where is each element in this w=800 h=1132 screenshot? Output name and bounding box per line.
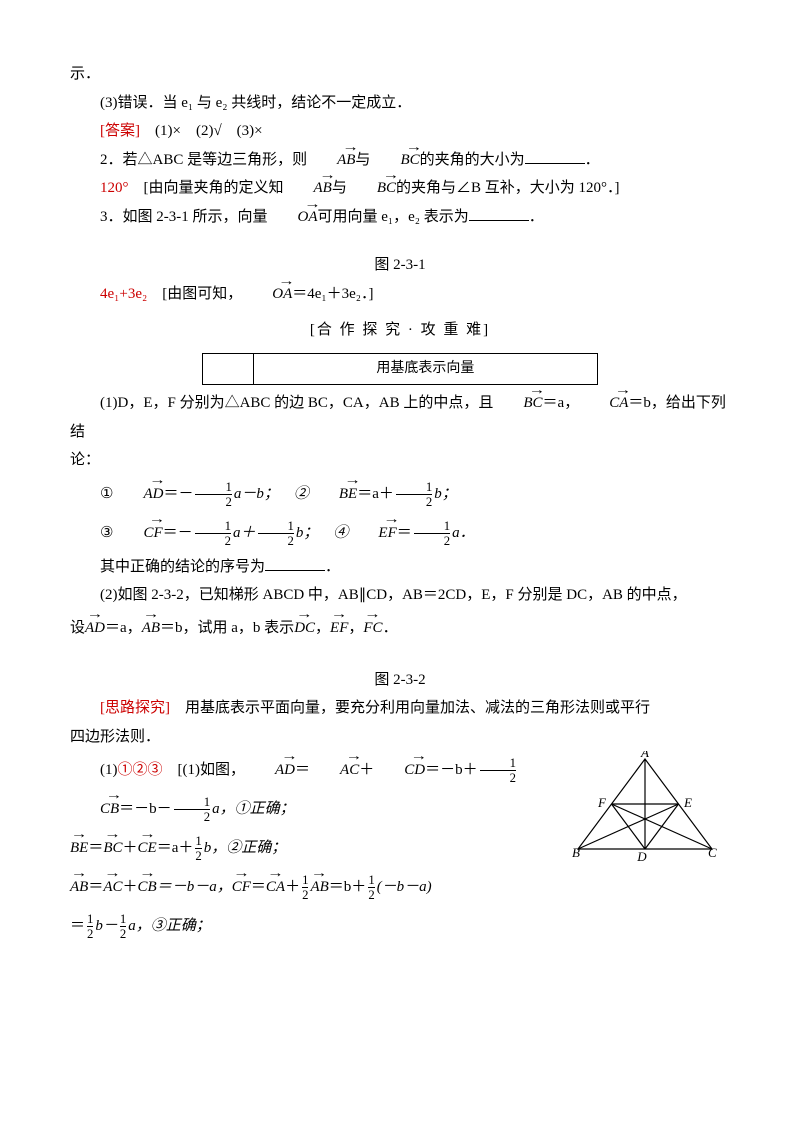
vec-CF: CF [113, 514, 162, 553]
frac-half: 12 [414, 519, 450, 548]
svg-text:A: A [640, 751, 649, 760]
vec-AC: AC [103, 868, 122, 907]
vec-DC: DC [294, 610, 315, 646]
figure-label-231: 图 2-3-1 [70, 251, 730, 280]
frac-half: 12 [258, 519, 294, 548]
vec-CA: CA [266, 868, 285, 907]
problem-2: (2)如图 2-3-2，已知梯形 ABCD 中，AB∥CD，AB＝2CD，E，F… [70, 581, 730, 610]
correct-ones: 其中正确的结论的序号为． [70, 553, 730, 582]
svg-text:B: B [572, 845, 580, 860]
figure-label-232: 图 2-3-2 [70, 666, 730, 695]
vec-CB: CB [138, 868, 157, 907]
vec-EF: EF [348, 514, 396, 553]
q3-text-b: 可用向量 e₁，e₂ 表示为 [318, 209, 469, 225]
answer-label: [答案] [100, 123, 140, 139]
q2-ans-head: 120° [100, 180, 129, 196]
equation-line-2: ③CF＝－12a＋12b； ④EF＝12a． [70, 514, 730, 553]
eq1-e: b； [434, 486, 457, 502]
sol2-d: b，②正确； [204, 840, 287, 856]
answer-text: (1)× (2)√ (3)× [140, 123, 263, 139]
frac-half: 12 [195, 519, 231, 548]
vec-AB: AB [310, 868, 328, 907]
q3-ans-b: ＝4e₁＋3e₂．] [292, 286, 373, 302]
line-continuation: 示． [70, 60, 730, 89]
vec-OA: OA [242, 280, 292, 309]
sol-g: ＝－b－ [119, 801, 172, 817]
frac-half: 12 [174, 795, 210, 824]
vec-EF: EF [330, 610, 348, 646]
blank [265, 555, 325, 571]
box-left [203, 353, 254, 385]
sol2-c: ＝a＋ [157, 840, 194, 856]
blank [469, 205, 529, 221]
p1-a: (1)D，E，F 分别为△ABC 的边 BC，CA，AB 上的中点，且 [100, 395, 493, 411]
vec-AC: AC [310, 751, 359, 790]
eq1-c: a－b； ② [234, 486, 309, 502]
vec-AD: AD [85, 610, 105, 646]
vec-AD: AD [245, 751, 295, 790]
sol4-c: a，③正确； [128, 918, 211, 934]
explore-label: [思路探究] [100, 700, 170, 716]
sol-f: ＝－b＋ [425, 762, 478, 778]
problem-1: (1)D，E，F 分别为△ABC 的边 BC，CA，AB 上的中点，且BC＝a，… [70, 389, 730, 446]
eq2-c: a＋ [233, 525, 256, 541]
vec-CF: CF [232, 868, 251, 907]
frac-half: 12 [480, 756, 516, 785]
svg-text:E: E [683, 795, 692, 810]
sol-h: a，①正确； [212, 801, 295, 817]
q3-ans-a: [由图可知， [147, 286, 242, 302]
q2-text-c: 的夹角的大小为 [420, 152, 525, 168]
sol-a: (1) [100, 762, 118, 778]
q2-answer: 120° [由向量夹角的定义知AB与BC的夹角与∠B 互补，大小为 120°．] [70, 174, 730, 203]
question-3: 3．如图 2-3-1 所示，向量OA可用向量 e₁，e₂ 表示为． [70, 203, 730, 232]
p2-d: ＝b，试用 a，b 表示 [160, 620, 294, 636]
eq2-f: a． [452, 525, 475, 541]
frac-half: 12 [120, 912, 126, 941]
sol4-b: b－ [95, 918, 118, 934]
sol3-g: (－b－a) [377, 879, 432, 895]
vec-OA: OA [268, 203, 318, 232]
triangle-figure: A B C D E F [570, 751, 720, 861]
frac-half: 12 [368, 873, 374, 902]
vec-AB: AB [142, 610, 160, 646]
sol3-f: ＝b＋ [329, 879, 367, 895]
correct-text: 其中正确的结论的序号为 [100, 559, 265, 575]
vec-CD: CD [374, 751, 425, 790]
vec-FC: FC [363, 610, 382, 646]
frac-half: 12 [195, 834, 201, 863]
q2-ans-c: 的夹角与∠B 互补，大小为 120°．] [396, 180, 620, 196]
solution-line-3: AB＝AC＋CB＝－b－a，CF＝CA＋12AB＝b＋12(－b－a) [70, 868, 730, 907]
blank [525, 148, 585, 164]
sol3-c: ＝－b－a， [157, 879, 232, 895]
q3-ans-head: 4e₁+3e₂ [100, 286, 147, 302]
section-title: [合 作 探 究 · 攻 重 难] [70, 316, 730, 345]
svg-text:C: C [708, 845, 717, 860]
explore-text: 用基底表示平面向量，要充分利用向量加法、减法的三角形法则或平行 [170, 700, 650, 716]
q3-text-a: 3．如图 2-3-1 所示，向量 [100, 209, 268, 225]
vec-AB: AB [70, 868, 88, 907]
explore-line: [思路探究] 用基底表示平面向量，要充分利用向量加法、减法的三角形法则或平行 [70, 694, 730, 723]
svg-text:D: D [636, 849, 647, 861]
svg-text:F: F [597, 795, 607, 810]
p2-c: ＝a， [105, 620, 142, 636]
statement-3: (3)错误．当 e₁ 与 e₂ 共线时，结论不一定成立． [70, 89, 730, 118]
sol-c: [(1)如图， [163, 762, 246, 778]
vec-CA: CA [579, 389, 628, 418]
q3-answer: 4e₁+3e₂ [由图可知，OA＝4e₁＋3e₂．] [70, 280, 730, 309]
sol4-a: ＝ [70, 918, 85, 934]
vec-BC: BC [493, 389, 542, 418]
sol-b: ①②③ [118, 762, 163, 778]
vec-BC: BC [347, 174, 396, 203]
solution-line-4: ＝12b－12a，③正确； [70, 907, 730, 946]
problem-2-cont: 设AD＝a，AB＝b，试用 a，b 表示DC，EF，FC． [70, 610, 730, 646]
frac-half: 12 [195, 480, 231, 509]
frac-half: 12 [87, 912, 93, 941]
